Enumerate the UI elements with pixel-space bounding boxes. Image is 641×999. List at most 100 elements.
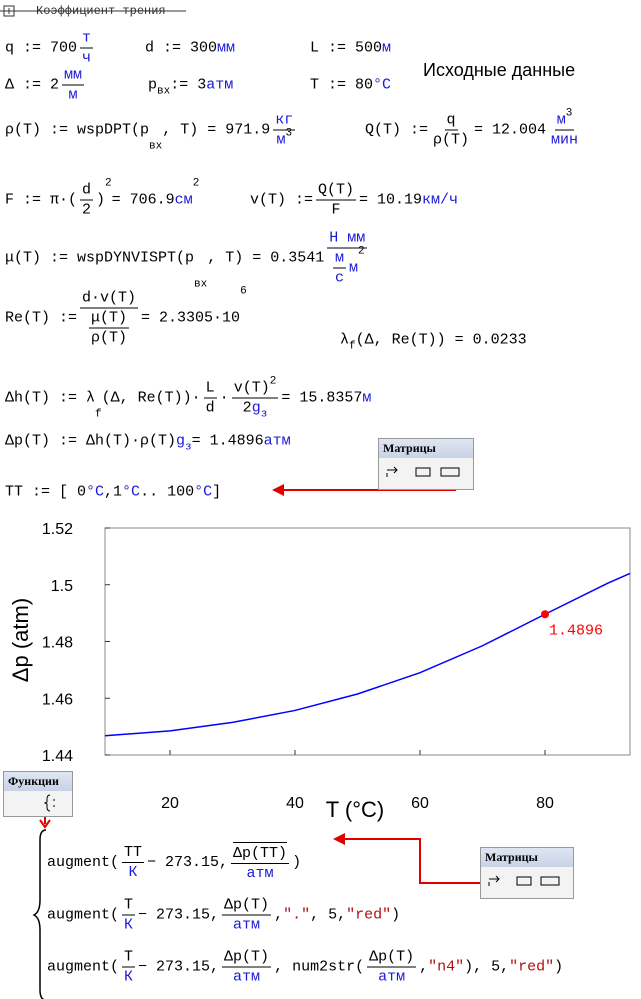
math-text: − 273.15,: [138, 958, 220, 976]
denominator: F: [330, 201, 343, 219]
unit: °C: [373, 76, 392, 94]
math-text: вх: [149, 140, 163, 153]
arrow-head: [272, 484, 284, 496]
formula[interactable]: Re(T) := d·v(T) μ(T) ρ(T) = 2.3305·10 6: [5, 286, 247, 347]
unit: атм: [378, 968, 406, 986]
unit: м: [276, 131, 286, 149]
math-text: v(T): [233, 379, 270, 397]
toolbar[interactable]: Функции: [3, 771, 73, 817]
formula[interactable]: TT := [ 0 °C ,1 °C.. 100 °C ]: [5, 484, 221, 501]
math-text: augment(: [47, 906, 120, 924]
numerator: мм: [62, 67, 85, 86]
math-text: ,: [419, 958, 429, 976]
superscript: 2: [358, 246, 365, 258]
unit: атм: [233, 916, 261, 934]
math-text: ): [96, 191, 106, 209]
formula[interactable]: λ f (Δ, Re(T)) = 0.0233: [340, 331, 527, 353]
unit: °C: [122, 483, 141, 501]
formula[interactable]: F := π·(d 2) 2 = 706.9 см 2: [5, 178, 199, 219]
formula[interactable]: d := 300 мм: [145, 40, 235, 57]
formula[interactable]: ρ(T) := wspDPT(p вх, T) = 971.9 кг м 3: [5, 111, 298, 153]
string-literal: "n4": [428, 958, 465, 976]
math-text: 6: [240, 285, 247, 298]
y-tick-label: 1.48: [42, 635, 73, 652]
unit: кг: [275, 111, 294, 129]
formula[interactable]: augment(TT К − 273.15, Δp(TT) атм): [47, 842, 301, 882]
math-text: ), 5,: [464, 958, 510, 976]
numerator: Δp(T): [222, 949, 272, 968]
denominator: ρ(T): [431, 131, 471, 149]
toolbar-icons: [43, 794, 55, 812]
math-text: f: [349, 340, 356, 353]
math-text: ρ(T): [433, 131, 470, 149]
math-text: = 1.4896: [191, 432, 264, 450]
denominator: атм: [245, 864, 276, 882]
math-text: , T) = 0.3541: [207, 249, 325, 267]
subscript: f: [95, 409, 102, 421]
formula[interactable]: Q(T) := q ρ(T) = 12.004 м 3 мин: [365, 108, 583, 149]
fraction: м 3 мин: [549, 108, 580, 149]
numerator: T: [122, 897, 136, 916]
math-text: Δp(T): [224, 896, 270, 914]
math-text: q: [446, 111, 456, 129]
formula[interactable]: L := 500 м: [310, 40, 391, 57]
math-text: вх: [194, 278, 208, 291]
y-tick-label: 1.52: [42, 521, 73, 538]
toolbar[interactable]: Матрицы: [378, 438, 474, 490]
math-text: вх: [157, 85, 171, 98]
formula[interactable]: Δ := 2 мм м: [5, 67, 87, 104]
math-text: ): [391, 906, 401, 924]
math-text: = 15.8357: [281, 389, 363, 407]
y-tick-label: 1.46: [42, 691, 73, 708]
numerator: Н мм: [327, 230, 368, 249]
math-text: − 273.15,: [147, 853, 229, 871]
header-line: [0, 8, 186, 14]
section-title: Коэффициент трения: [36, 4, 166, 18]
math-text: 2: [82, 201, 92, 219]
formula[interactable]: p вх := 3 атм: [148, 77, 233, 98]
fraction: Δp(T) атм: [222, 896, 272, 934]
numerator: TT: [122, 844, 145, 863]
denominator: с: [333, 269, 346, 287]
x-tick-label: 20: [161, 795, 179, 812]
formula[interactable]: augment(T К − 273.15, Δp(T) атм , num2str(Δ…: [47, 949, 563, 986]
math-text: = 10.19: [359, 191, 423, 209]
math-text: F: [331, 201, 341, 219]
math-text: λ: [340, 331, 350, 349]
toolbar-title: Функции: [4, 772, 72, 791]
unit: см: [174, 191, 193, 209]
note: Исходные данные: [423, 60, 576, 80]
math-text: ,1: [104, 483, 123, 501]
math-text: = 2.3305·10: [141, 309, 241, 327]
unit: °C: [194, 483, 213, 501]
toolbar-icons: [386, 466, 460, 477]
formula[interactable]: v(T) := Q(T) F = 10.19 км/ч: [250, 182, 458, 219]
subscript: вх: [194, 279, 207, 291]
denominator: 2: [80, 201, 93, 219]
math-text: ): [292, 853, 302, 871]
unit: атм: [246, 865, 274, 882]
formula[interactable]: T := 80 °C: [310, 77, 391, 94]
formula[interactable]: augment(T К − 273.15, Δp(T) атм, ".", 5, "…: [47, 897, 400, 934]
numerator: кг: [273, 111, 296, 131]
unit: з: [185, 441, 192, 454]
unit: атм: [233, 968, 261, 986]
toolbar-title: Матрицы: [379, 439, 473, 458]
numerator: d: [80, 181, 94, 201]
math-text: d: [82, 181, 92, 199]
math-text: = 12.004: [474, 121, 547, 139]
math-text: v(T) :=: [250, 191, 314, 209]
math-text: 2: [242, 399, 252, 417]
toolbar[interactable]: Матрицы: [480, 847, 574, 899]
math-text: Q(T): [318, 181, 355, 199]
numerator: T: [122, 949, 136, 968]
math-text: Δp(T): [369, 948, 415, 966]
math-text: 2: [357, 245, 365, 258]
formula[interactable]: μ(T) := wspDYNVISPT(p вх, T) = 0.3541 Н м…: [5, 230, 370, 291]
